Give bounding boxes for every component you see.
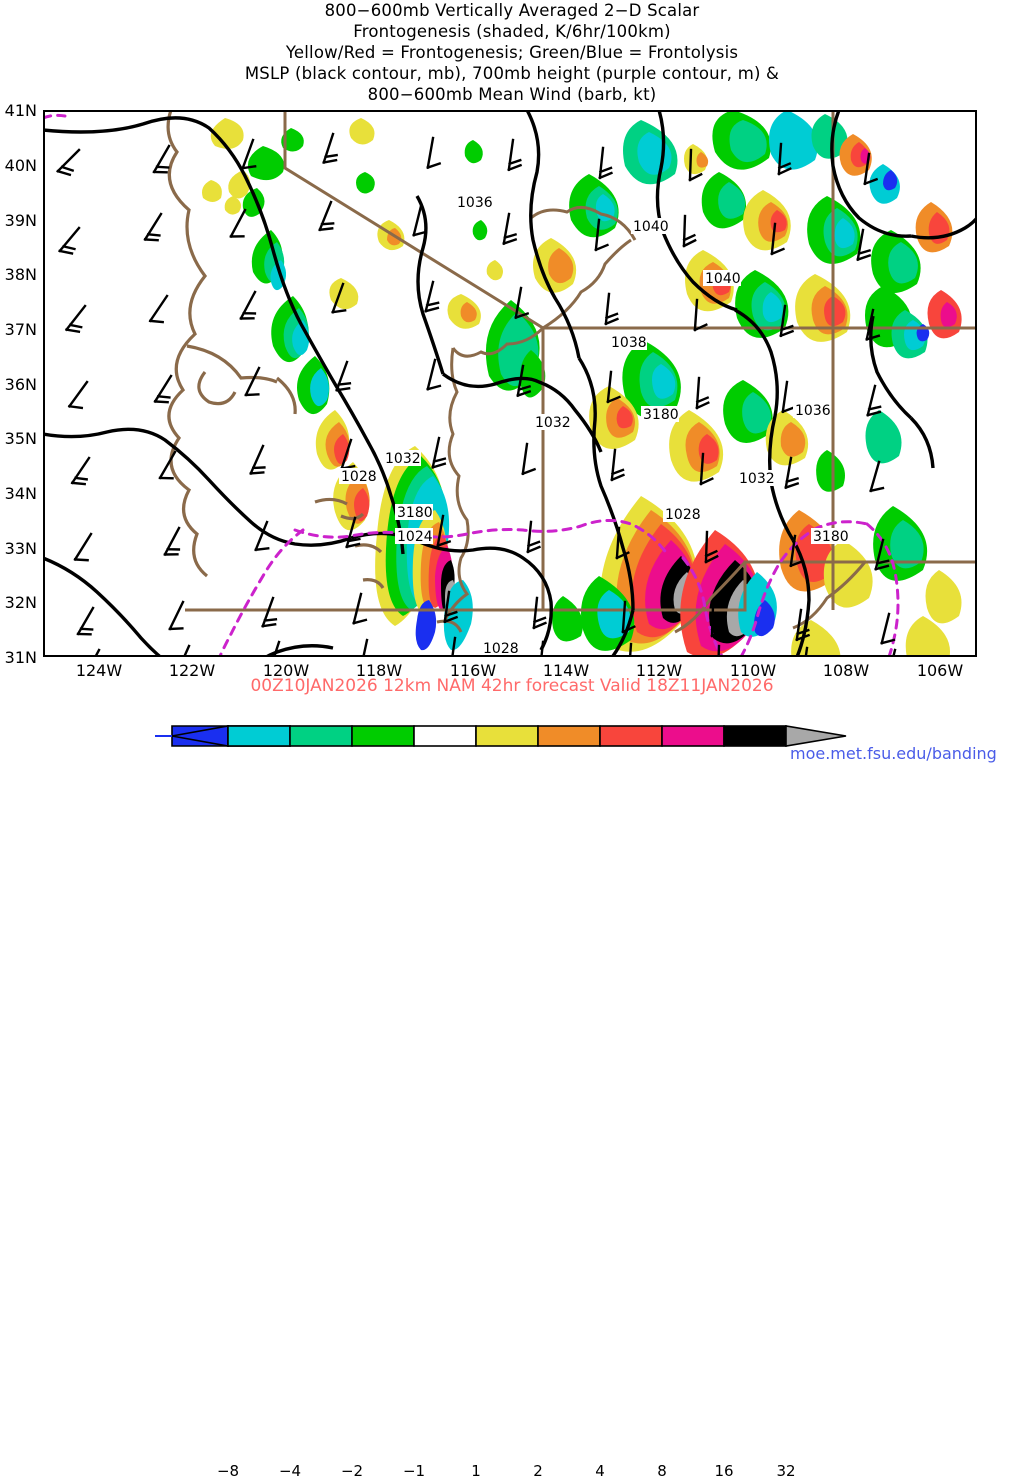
svg-text:1028: 1028 bbox=[665, 507, 701, 523]
y-tick-label: 40N bbox=[4, 156, 37, 175]
colorbar-swatch bbox=[537, 725, 601, 747]
frontogenesis-shading bbox=[202, 110, 962, 657]
x-tick-label: 110W bbox=[729, 661, 777, 680]
svg-text:1032: 1032 bbox=[385, 451, 421, 467]
colorbar-tick-label: 2 bbox=[533, 1462, 543, 1480]
colorbar-tick-label: 4 bbox=[595, 1462, 605, 1480]
svg-text:1038: 1038 bbox=[611, 335, 647, 351]
y-tick-label: 37N bbox=[4, 320, 37, 339]
colorbar-swatch bbox=[723, 725, 787, 747]
svg-text:1028: 1028 bbox=[341, 469, 377, 485]
chart-title-block: 800−600mb Vertically Averaged 2−D Scalar… bbox=[0, 0, 1024, 105]
map-plot-area: 1036 1040 1040 1038 1036 1032 1032 1028 … bbox=[43, 110, 977, 657]
colorbar-tick-label: 32 bbox=[776, 1462, 796, 1480]
contour-label: 1028 bbox=[663, 506, 701, 523]
contour-label: 1032 bbox=[533, 414, 571, 431]
colorbar-tick-label: −4 bbox=[278, 1462, 302, 1480]
x-tick-label: 106W bbox=[916, 661, 964, 680]
svg-text:1028: 1028 bbox=[483, 641, 519, 657]
coastline bbox=[166, 110, 385, 589]
contour-labels: 1036 1040 1040 1038 1036 1032 1032 1028 … bbox=[339, 194, 849, 657]
contour-label: 1036 bbox=[455, 194, 493, 211]
colorbar-swatch bbox=[351, 725, 415, 747]
svg-text:1036: 1036 bbox=[457, 195, 493, 211]
contour-label: 1032 bbox=[737, 470, 775, 487]
y-tick-label: 39N bbox=[4, 211, 37, 230]
svg-text:1040: 1040 bbox=[705, 271, 741, 287]
contour-label: 3180 bbox=[811, 528, 849, 545]
contour-label: 1040 bbox=[631, 218, 669, 235]
contour-label: 1028 bbox=[339, 468, 377, 485]
colorbar-svg bbox=[155, 725, 847, 747]
contour-label: 1028 bbox=[481, 640, 519, 657]
title-line-4: MSLP (black contour, mb), 700mb height (… bbox=[244, 64, 780, 83]
forecast-caption: 00Z10JAN2026 12km NAM 42hr forecast Vali… bbox=[250, 676, 774, 696]
title-line-2: Frontogenesis (shaded, K/6hr/100km) bbox=[353, 22, 671, 41]
state-borders bbox=[185, 110, 977, 612]
colorbar-tick-label: −1 bbox=[402, 1462, 426, 1480]
svg-text:1036: 1036 bbox=[795, 403, 831, 419]
colorbar-arrow-high bbox=[785, 725, 847, 747]
title-line-5: 800−600mb Mean Wind (barb, kt) bbox=[367, 85, 657, 104]
wind-barbs bbox=[56, 132, 902, 657]
colorbar-swatch bbox=[661, 725, 725, 747]
contour-label: 3180 bbox=[641, 406, 679, 423]
title-line-1: 800−600mb Vertically Averaged 2−D Scalar bbox=[324, 1, 700, 20]
y-tick-label: 36N bbox=[4, 375, 37, 394]
site-watermark: moe.met.fsu.edu/banding bbox=[790, 744, 997, 763]
contour-label: 3180 bbox=[395, 504, 433, 521]
mslp-contours bbox=[43, 110, 977, 657]
x-tick-label: 124W bbox=[75, 661, 123, 680]
svg-text:1024: 1024 bbox=[397, 529, 433, 545]
y-tick-label: 32N bbox=[4, 593, 37, 612]
y-tick-label: 34N bbox=[4, 484, 37, 503]
contour-label: 1032 bbox=[383, 450, 421, 467]
colorbar-swatch bbox=[475, 725, 539, 747]
colorbar-swatch bbox=[599, 725, 663, 747]
svg-text:1040: 1040 bbox=[633, 219, 669, 235]
svg-text:3180: 3180 bbox=[397, 505, 433, 521]
contour-label: 1036 bbox=[793, 402, 831, 419]
x-tick-label: 122W bbox=[168, 661, 216, 680]
title-line-3: Yellow/Red = Frontogenesis; Green/Blue =… bbox=[285, 43, 739, 62]
contour-label: 1024 bbox=[395, 528, 433, 545]
colorbar-swatch bbox=[289, 725, 353, 747]
svg-text:1032: 1032 bbox=[535, 415, 571, 431]
y-tick-label: 33N bbox=[4, 539, 37, 558]
x-tick-label: 116W bbox=[449, 661, 497, 680]
y-tick-label: 31N bbox=[4, 648, 37, 667]
x-tick-label: 120W bbox=[262, 661, 310, 680]
svg-text:3180: 3180 bbox=[813, 529, 849, 545]
colorbar-tick-label: −2 bbox=[340, 1462, 364, 1480]
colorbar-swatch bbox=[413, 725, 477, 747]
height-contours-700mb bbox=[43, 113, 900, 657]
state-interior-borders bbox=[436, 206, 867, 634]
map-svg: 1036 1040 1040 1038 1036 1032 1032 1028 … bbox=[43, 110, 977, 657]
y-tick-label: 35N bbox=[4, 429, 37, 448]
x-tick-label: 108W bbox=[822, 661, 870, 680]
contour-label: 1038 bbox=[609, 334, 647, 351]
y-tick-label: 41N bbox=[4, 101, 37, 120]
colorbar-tick-label: 16 bbox=[714, 1462, 734, 1480]
x-tick-label: 114W bbox=[542, 661, 590, 680]
svg-text:1032: 1032 bbox=[739, 471, 775, 487]
colorbar-tick-label: 8 bbox=[657, 1462, 667, 1480]
x-tick-label: 112W bbox=[635, 661, 683, 680]
colorbar-tick-label: 1 bbox=[471, 1462, 481, 1480]
contour-label: 1040 bbox=[703, 270, 741, 287]
colorbar-tick-label: −8 bbox=[216, 1462, 240, 1480]
x-tick-label: 118W bbox=[355, 661, 403, 680]
y-tick-label: 38N bbox=[4, 265, 37, 284]
svg-text:3180: 3180 bbox=[643, 407, 679, 423]
